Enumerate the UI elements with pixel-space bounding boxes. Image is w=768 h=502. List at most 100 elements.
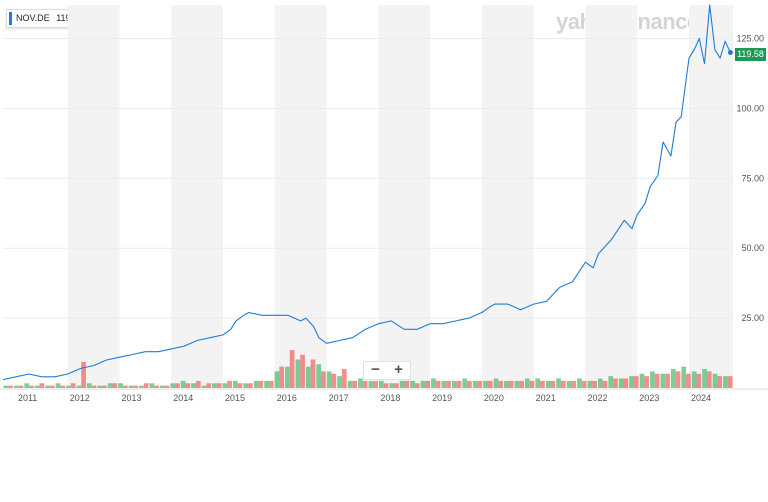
volume-bar-down <box>102 385 107 388</box>
volume-bar-up <box>441 380 447 388</box>
volume-bar-down <box>633 376 639 388</box>
volume-bar-down <box>592 380 597 388</box>
volume-bar-up <box>389 383 395 388</box>
volume-bar-up <box>149 383 155 388</box>
volume-bar-up <box>86 383 92 388</box>
volume-bar-up <box>212 383 217 388</box>
volume-bar-down <box>654 373 660 388</box>
volume-bar-down <box>727 376 733 388</box>
volume-bar-up <box>566 380 572 388</box>
volume-bar-down <box>383 383 389 388</box>
volume-bar-down <box>623 378 629 388</box>
zoom-out-button[interactable]: − <box>371 361 380 378</box>
volume-bar-up <box>410 380 415 388</box>
x-tick-label: 2020 <box>484 393 504 403</box>
volume-bar-down <box>279 366 285 388</box>
volume-bar-up <box>368 380 374 388</box>
volume-bar-down <box>529 380 535 388</box>
volume-bar-up <box>326 371 332 388</box>
volume-bar-up <box>118 383 123 388</box>
volume-bar-up <box>295 359 301 388</box>
x-tick-label: 2017 <box>329 393 349 403</box>
x-tick-label: 2022 <box>587 393 607 403</box>
volume-bar-down <box>414 383 420 388</box>
volume-bar-up <box>45 385 50 388</box>
x-tick-label: 2012 <box>70 393 90 403</box>
x-tick-label: 2023 <box>639 393 659 403</box>
volume-bar-up <box>285 366 290 388</box>
x-tick-label: 2015 <box>225 393 245 403</box>
volume-bar-down <box>665 373 670 388</box>
volume-bar-up <box>629 376 634 388</box>
volume-bar-down <box>498 380 504 388</box>
volume-bar-down <box>81 361 86 388</box>
volume-bar-down <box>519 380 524 388</box>
volume-bar-up <box>493 378 499 388</box>
volume-bar-down <box>112 383 118 388</box>
volume-bar-up <box>3 385 9 388</box>
volume-bar-up <box>660 373 666 388</box>
series-color-swatch <box>9 12 12 25</box>
volume-bar-up <box>34 385 40 388</box>
volume-bar-up <box>170 383 176 388</box>
volume-bar-down <box>133 385 139 388</box>
volume-bar-up <box>723 376 728 388</box>
volume-bar-down <box>467 380 472 388</box>
x-tick-label: 2011 <box>18 393 37 403</box>
volume-bar-up <box>514 380 520 388</box>
year-band <box>481 5 534 388</box>
volume-bar-up <box>451 380 457 388</box>
volume-bar-down <box>373 380 378 388</box>
volume-bar-down <box>352 380 358 388</box>
volume-bar-up <box>431 378 436 388</box>
volume-bar-down <box>29 385 34 388</box>
volume-bar-down <box>300 354 305 388</box>
volume-bar-up <box>191 383 196 388</box>
volume-bar-down <box>227 380 232 388</box>
volume-bar-down <box>550 380 556 388</box>
volume-bar-down <box>185 383 191 388</box>
volume-bar-down <box>425 380 431 388</box>
volume-bar-up <box>316 364 322 388</box>
volume-bar-down <box>508 380 514 388</box>
volume-bar-up <box>597 378 603 388</box>
volume-bar-up <box>483 380 488 388</box>
volume-bar-up <box>378 380 384 388</box>
volume-bar-down <box>341 369 347 388</box>
x-tick-label: 2014 <box>173 393 193 403</box>
volume-bar-up <box>305 366 311 388</box>
zoom-in-button[interactable]: + <box>394 361 403 378</box>
volume-bar-down <box>394 383 399 388</box>
volume-bar-up <box>159 385 165 388</box>
zoom-controls: − + <box>363 361 411 380</box>
volume-bar-down <box>581 380 587 388</box>
volume-bar-up <box>712 373 718 388</box>
volume-bar-up <box>55 383 61 388</box>
volume-bar-up <box>139 385 144 388</box>
year-band <box>688 5 733 388</box>
volume-bar-up <box>24 383 30 388</box>
x-tick-label: 2019 <box>432 393 452 403</box>
volume-bar-up <box>670 369 676 388</box>
volume-bar-down <box>487 380 493 388</box>
volume-bar-down <box>696 373 702 388</box>
volume-bar-up <box>337 376 342 388</box>
volume-bar-up <box>608 376 614 388</box>
volume-bar-down <box>164 385 170 388</box>
volume-bar-down <box>686 373 691 388</box>
volume-bar-up <box>358 378 363 388</box>
volume-bar-down <box>206 383 212 388</box>
volume-bar-up <box>201 385 207 388</box>
volume-bar-up <box>264 380 269 388</box>
volume-bar-up <box>639 373 645 388</box>
volume-bar-down <box>195 380 201 388</box>
volume-bar-up <box>535 378 541 388</box>
volume-bar-up <box>681 366 687 388</box>
volume-bar-down <box>60 385 66 388</box>
volume-bar-down <box>310 359 316 388</box>
y-tick-label: 125.00 <box>736 34 764 44</box>
volume-bar-up <box>420 380 426 388</box>
y-tick-label: 100.00 <box>736 103 764 113</box>
x-tick-label: 2021 <box>536 393 556 403</box>
